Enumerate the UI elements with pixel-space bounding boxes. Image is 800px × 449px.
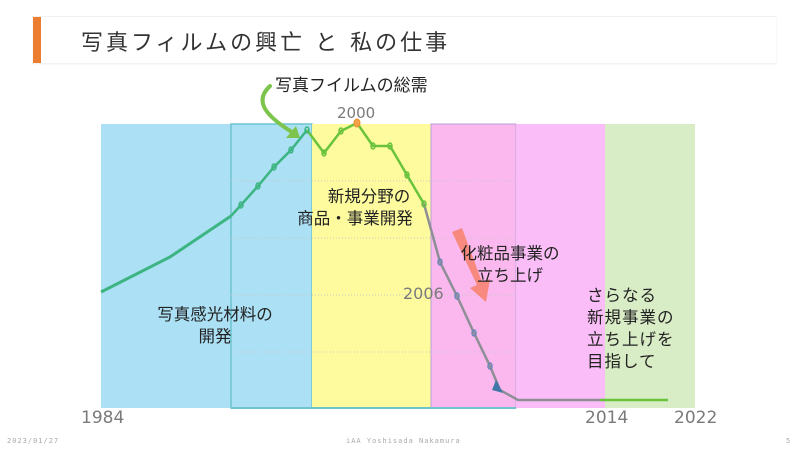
x-tick-1984: 1984 xyxy=(81,408,125,428)
slide-title-bar: 写真フィルムの興亡 と 私の仕事 xyxy=(33,16,776,63)
markers-growth xyxy=(238,126,310,209)
peak-year-label: 2000 xyxy=(337,104,376,122)
phase-bg-photo-materials xyxy=(101,124,231,408)
phase3-label: 化粧品事業の 立ち上げ xyxy=(460,244,560,285)
demand-line-peak xyxy=(305,121,426,205)
page-number: 5 xyxy=(786,437,792,445)
phase-bg-new-fields xyxy=(312,124,431,408)
drop-year-label: 2006 xyxy=(403,284,444,303)
x-tick-2022: 2022 xyxy=(674,408,718,428)
phase2-label: 新規分野の 商品・事業開発 xyxy=(297,187,413,228)
gridlines xyxy=(231,180,516,353)
demand-title-label: 写真フイルムの総需 xyxy=(275,76,428,96)
markers-decline xyxy=(437,258,493,370)
peak-2000-marker xyxy=(353,118,361,128)
phase-bg-cosmetics-ext xyxy=(516,124,605,408)
decline-arrowhead-icon xyxy=(492,380,503,393)
title-accent-bar xyxy=(33,17,41,63)
callout-arrow-icon xyxy=(260,84,297,136)
phase1-label: 写真感光材料の 開発 xyxy=(157,305,273,346)
x-tick-2014: 2014 xyxy=(585,408,629,428)
callout-arrowhead-icon xyxy=(286,126,300,138)
footer-date: 2023/01/27 xyxy=(7,437,60,445)
markers-peak xyxy=(321,127,427,208)
phase4-label: さらなる 新規事業の 立ち上げを 目指して xyxy=(587,286,675,371)
slide-title: 写真フィルムの興亡 と 私の仕事 xyxy=(81,31,451,56)
demand-line-early xyxy=(100,214,232,294)
demand-line-decline xyxy=(422,203,600,402)
cosmetics-arrow-icon xyxy=(452,228,490,302)
phase-bg-next-business xyxy=(605,124,695,408)
footer-author: iAA Yoshisada Nakamura xyxy=(346,437,461,445)
